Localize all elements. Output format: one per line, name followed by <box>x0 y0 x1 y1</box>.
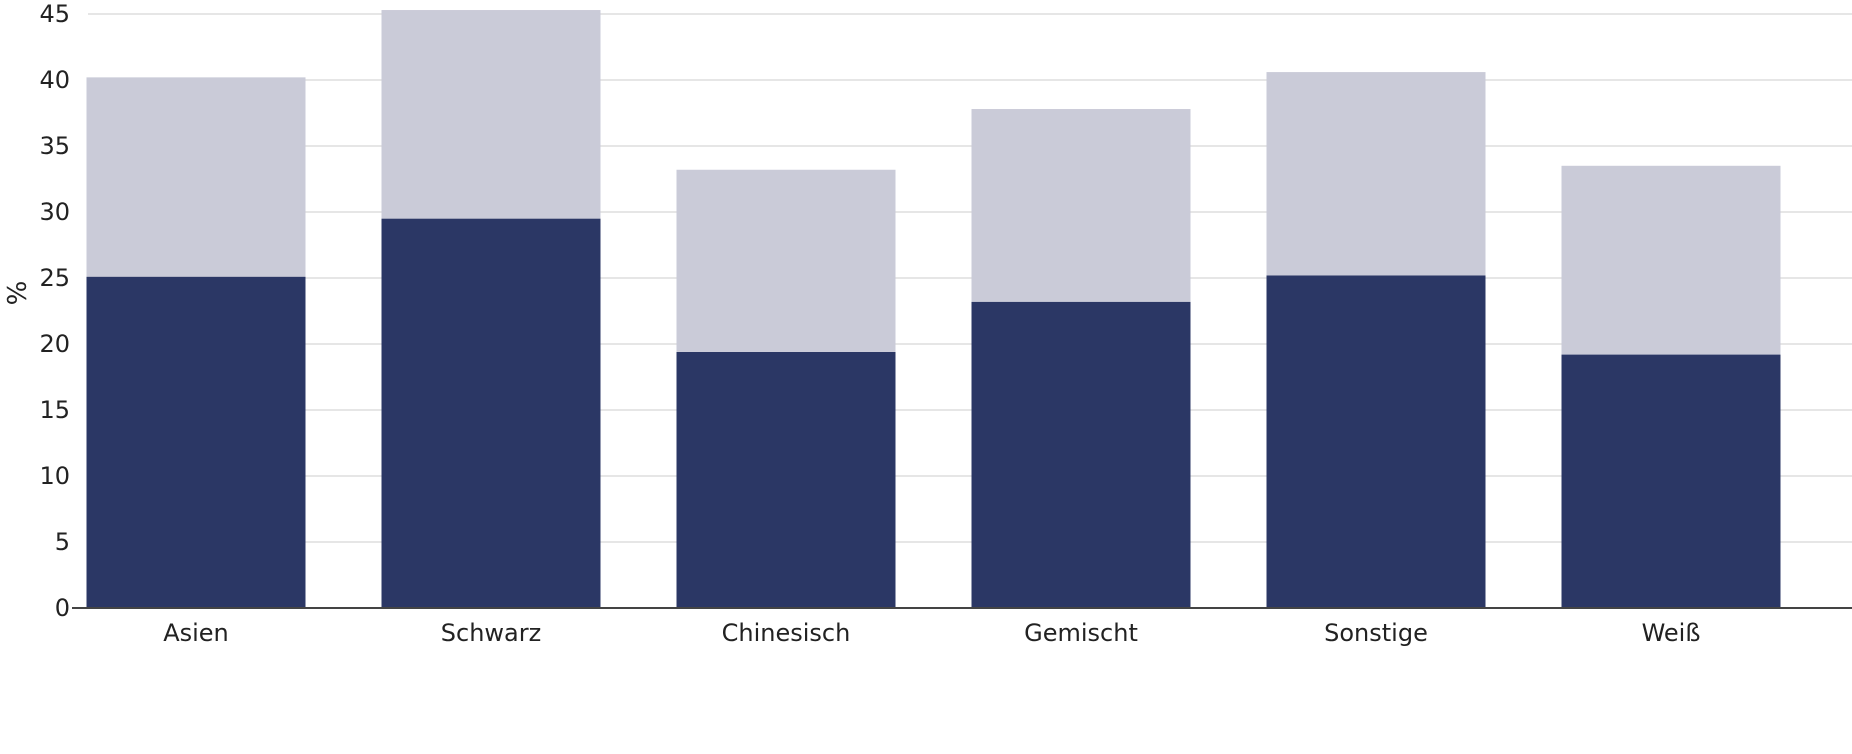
bar-segment-lower <box>676 351 896 608</box>
x-tick-label: Gemischt <box>1024 619 1138 647</box>
y-tick-label: 5 <box>55 528 70 556</box>
x-tick-label: Weiß <box>1642 619 1701 647</box>
bar-segment-lower <box>1561 354 1781 608</box>
bar-segment-upper <box>971 109 1191 302</box>
y-axis-title: % <box>3 281 33 306</box>
y-tick-label: 20 <box>39 330 70 358</box>
x-tick-label: Asien <box>163 619 229 647</box>
x-tick-label: Chinesisch <box>722 619 851 647</box>
x-tick-label: Sonstige <box>1324 619 1428 647</box>
bar-segment-upper <box>1561 165 1781 355</box>
bar-segment-lower <box>86 276 306 608</box>
y-tick-label: 25 <box>39 264 70 292</box>
bar-segment-lower <box>1266 275 1486 608</box>
y-tick-label: 10 <box>39 462 70 490</box>
bar-segment-upper <box>381 10 601 219</box>
x-tick-label: Schwarz <box>441 619 541 647</box>
labels: % 0 5 10 15 20 25 30 35 40 45 Asien Schwarz Chinesis… <box>3 0 1700 647</box>
bar-segment-lower <box>381 218 601 608</box>
y-tick-label: 35 <box>39 132 70 160</box>
bar-segment-upper <box>1266 72 1486 276</box>
y-tick-label: 30 <box>39 198 70 226</box>
y-tick-label: 45 <box>39 0 70 28</box>
bar-segment-upper <box>676 169 896 352</box>
y-tick-label: 40 <box>39 66 70 94</box>
y-tick-label: 15 <box>39 396 70 424</box>
y-tick-label: 0 <box>55 594 70 622</box>
bar-segment-lower <box>971 301 1191 608</box>
bars <box>86 10 1781 608</box>
bar-segment-upper <box>86 77 306 277</box>
